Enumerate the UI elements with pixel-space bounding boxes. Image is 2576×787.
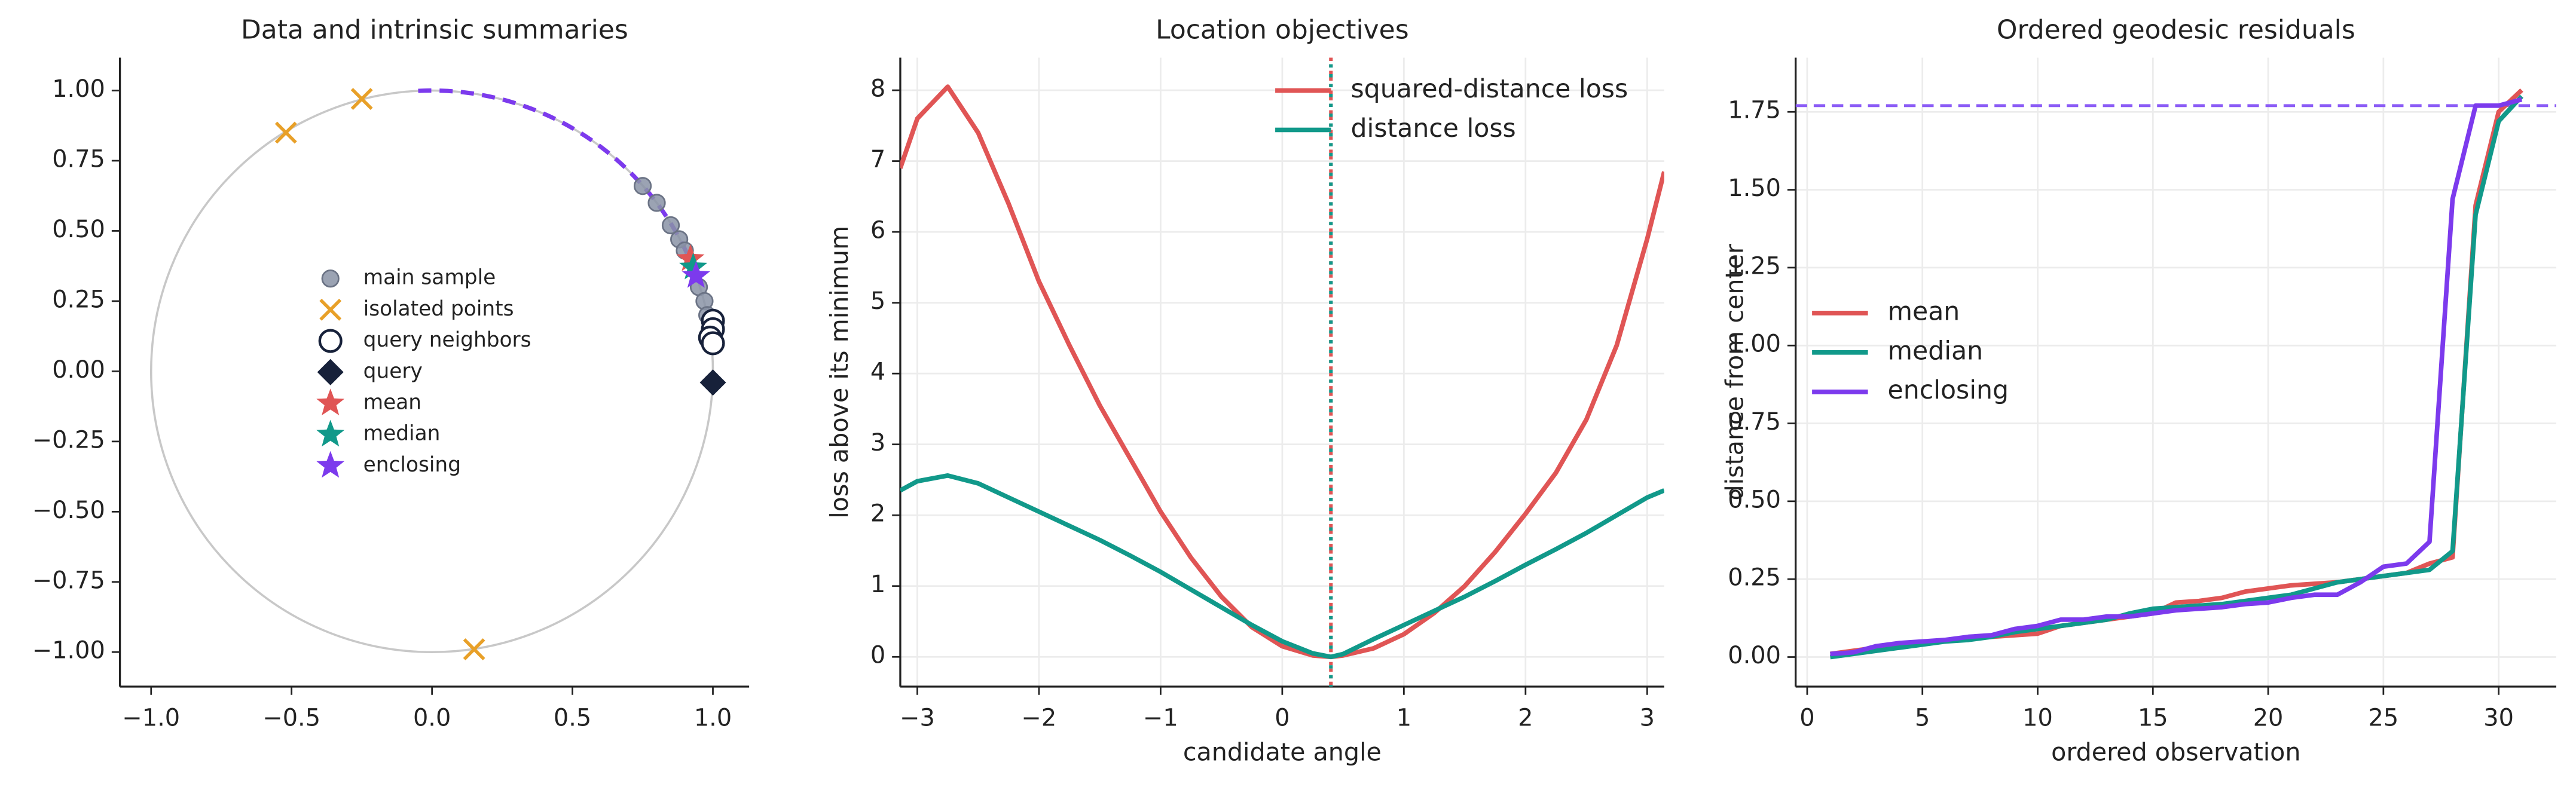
legend-marker (318, 329, 343, 353)
x-tick-label: −2 (1022, 704, 1057, 731)
legend: main sample isolated points query neighbor… (316, 266, 531, 478)
y-tick-label: 0.25 (1728, 564, 1781, 592)
legend-label: mean (363, 390, 421, 414)
y-tick-label: 0.75 (1728, 408, 1781, 436)
point (350, 88, 373, 111)
panel: −3 −2 −1 0 1 2 3 0 1 2 3 4 5 6 7 8 Location objectives ca… (825, 15, 1664, 767)
x-axis-label: candidate angle (1183, 738, 1382, 767)
point (699, 369, 726, 396)
y-tick-label: 4 (870, 359, 885, 386)
legend-marker (316, 388, 345, 415)
y-tick-label: 1.00 (52, 75, 105, 103)
x-tick-label: 1 (1397, 704, 1411, 731)
y-axis-label: loss above its minimum (825, 226, 854, 519)
x-tick-label: −1 (1143, 704, 1178, 731)
x-tick-label: 0.0 (413, 704, 451, 731)
legend-label: enclosing (363, 453, 461, 477)
legend-marker (316, 451, 345, 478)
y-tick-label: 0.00 (52, 356, 105, 384)
plot-area (149, 88, 726, 660)
legend-label: median (363, 422, 441, 446)
plot-area (900, 57, 1664, 687)
y-tick-label: −0.25 (32, 426, 105, 454)
line-series (900, 473, 1664, 660)
x-axis-label: ordered observation (2051, 738, 2300, 767)
y-tick-label: 0 (870, 642, 885, 669)
y-tick-label: −0.50 (32, 497, 105, 524)
legend: mean median enclosing (1812, 296, 2009, 405)
legend-label: mean (1888, 296, 1960, 326)
point (682, 261, 710, 288)
x-tick-label: 15 (2138, 704, 2168, 731)
y-tick-label: 0.75 (52, 145, 105, 173)
y-tick-label: 3 (870, 429, 885, 457)
legend-label: median (1888, 336, 1984, 366)
point (661, 216, 680, 235)
x-tick-label: 10 (2022, 704, 2053, 731)
line-series (1830, 97, 2523, 657)
legend-marker (316, 419, 345, 447)
legend-label: enclosing (1888, 375, 2009, 405)
chart-title: Data and intrinsic summaries (241, 15, 628, 45)
point (647, 194, 666, 212)
point (679, 252, 708, 280)
y-tick-label: 1 (870, 571, 885, 598)
legend-label: squared-distance loss (1351, 74, 1628, 104)
y-tick-label: 0.50 (52, 216, 105, 243)
point (274, 121, 297, 144)
line-series (900, 84, 1664, 660)
x-tick-label: −3 (900, 704, 935, 731)
point (701, 331, 725, 356)
x-tick-label: 30 (2483, 704, 2514, 731)
x-tick-label: 2 (1518, 704, 1533, 731)
y-tick-label: 7 (870, 146, 885, 173)
legend-marker (321, 270, 340, 288)
x-tick-label: 0.5 (554, 704, 591, 731)
x-tick-label: −0.5 (262, 704, 320, 731)
legend-label: query (363, 359, 423, 383)
y-tick-label: 1.50 (1728, 174, 1781, 202)
point (633, 177, 652, 195)
y-tick-label: 1.25 (1728, 252, 1781, 280)
legend: squared-distance loss distance loss (1275, 74, 1628, 143)
y-tick-label: −1.00 (32, 637, 105, 664)
x-tick-label: 0 (1799, 704, 1814, 731)
x-tick-label: −1.0 (122, 704, 180, 731)
legend-label: isolated points (363, 297, 514, 321)
panel: 0 5 10 15 20 25 30 0.00 0.25 0.50 0.75 1.00 1.25 1.50… (1721, 15, 2557, 767)
legend-label: main sample (363, 266, 496, 290)
x-tick-label: 20 (2253, 704, 2284, 731)
y-tick-label: 6 (870, 217, 885, 244)
plot-area (1795, 88, 2557, 660)
point (676, 244, 705, 271)
legend-marker (317, 359, 344, 385)
y-tick-label: 0.50 (1728, 486, 1781, 513)
x-tick-label: 0 (1275, 704, 1289, 731)
y-tick-label: 1.75 (1728, 97, 1781, 124)
chart-title: Location objectives (1156, 15, 1408, 45)
y-tick-label: 5 (870, 287, 885, 315)
panel: −1.0 −0.5 0.0 0.5 1.0 −1.00 −0.75 −0.50 −0.25 0.0… (32, 15, 750, 731)
x-tick-label: 1.0 (694, 704, 732, 731)
y-axis-label: distance from center (1721, 244, 1749, 500)
y-tick-label: −0.75 (32, 566, 105, 594)
enclosing-arc (418, 88, 697, 274)
chart-title: Ordered geodesic residuals (1997, 15, 2355, 45)
legend-label: distance loss (1351, 114, 1516, 143)
y-tick-label: 0.00 (1728, 642, 1781, 669)
y-tick-label: 0.25 (52, 286, 105, 313)
reference-circle (149, 89, 714, 654)
x-tick-label: 25 (2369, 704, 2399, 731)
legend-marker (319, 298, 342, 321)
point (463, 638, 485, 660)
y-tick-label: 8 (870, 75, 885, 103)
y-tick-label: 2 (870, 500, 885, 528)
legend-label: query neighbors (363, 328, 531, 352)
x-tick-label: 3 (1640, 704, 1655, 731)
x-tick-label: 5 (1915, 704, 1930, 731)
y-tick-label: 1.00 (1728, 330, 1781, 358)
